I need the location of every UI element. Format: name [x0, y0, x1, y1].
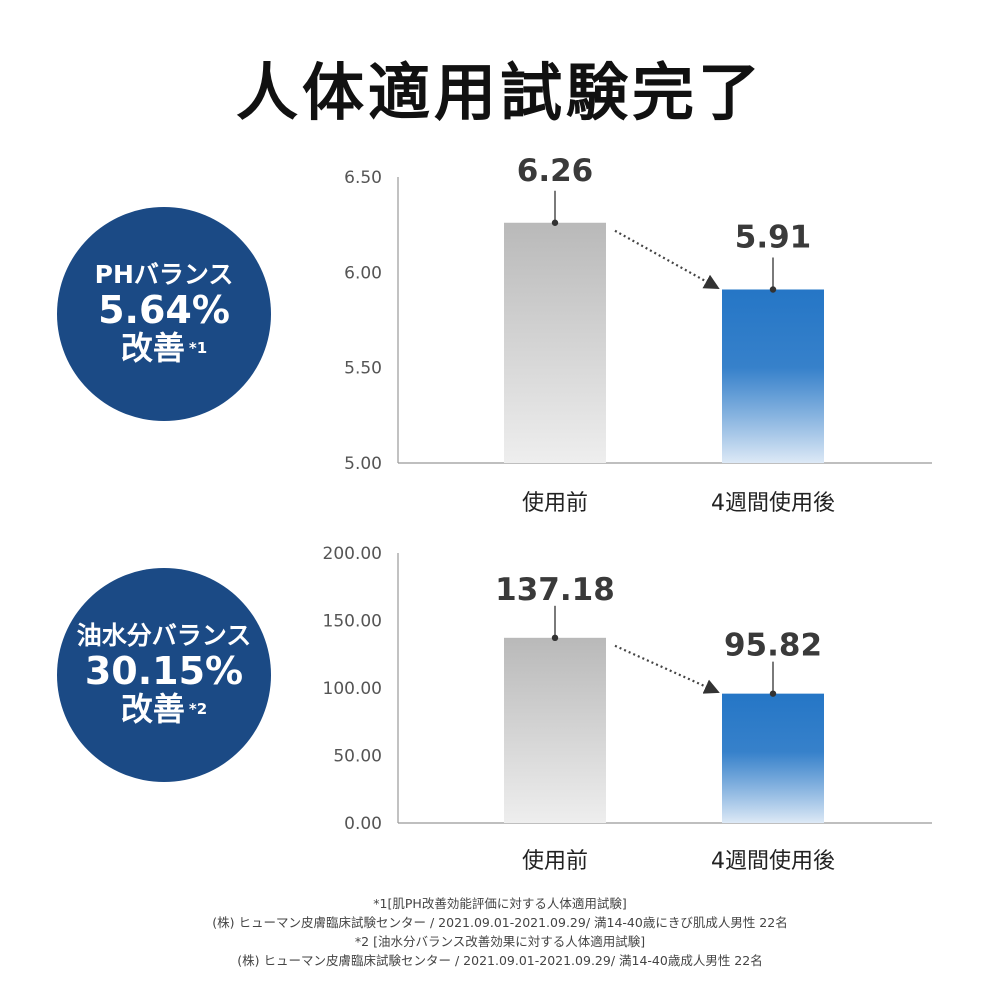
data-point: [769, 690, 777, 697]
data-label: 5.91: [735, 219, 812, 255]
badge-improve-row: 改善 *1: [120, 329, 208, 368]
data-label: 6.26: [517, 153, 594, 189]
footnotes: *1[肌PH改善効能評価に対する人体適用試験] (株) ヒューマン皮膚臨床試験セ…: [0, 894, 1000, 970]
y-tick-label: 200.00: [323, 544, 382, 564]
data-point: [769, 286, 777, 293]
y-tick-label: 50.00: [333, 747, 382, 767]
data-label: 137.18: [495, 572, 615, 608]
y-tick-label: 0.00: [344, 814, 382, 834]
data-label: 95.82: [724, 628, 822, 664]
footnote-line: (株) ヒューマン皮膚臨床試験センター / 2021.09.01-2021.09…: [237, 953, 763, 968]
data-point: [551, 634, 559, 642]
page-title: 人体適用試験完了: [235, 56, 764, 129]
badge-improve-row: 改善 *2: [120, 690, 208, 729]
badge-improve: 改善: [120, 329, 185, 368]
decrease-arrow: [614, 644, 720, 694]
category-label: 使用前: [522, 491, 588, 516]
badge-value: 5.64%: [98, 287, 230, 332]
bar-before: [504, 222, 606, 463]
y-tick-label: 150.00: [323, 612, 382, 632]
y-tick-label: 5.00: [344, 454, 382, 474]
y-tick-label: 100.00: [323, 679, 382, 699]
badge-value: 30.15%: [84, 648, 244, 693]
footnote-line: *2 [油水分バランス改善効果に対する人体適用試験]: [354, 934, 646, 949]
badge-note: *2: [188, 700, 208, 719]
footnote-line: *1[肌PH改善効能評価に対する人体適用試験]: [373, 896, 627, 911]
oil-water-balance-badge: 油水分バランス 30.15% 改善 *2: [57, 568, 271, 782]
y-tick-label: 5.50: [344, 359, 382, 379]
badge-label: 油水分バランス: [76, 620, 252, 650]
badge-improve: 改善: [120, 690, 185, 729]
y-tick-label: 6.00: [344, 263, 382, 283]
data-point: [551, 219, 559, 226]
footnote-line: (株) ヒューマン皮膚臨床試験センター / 2021.09.01-2021.09…: [212, 915, 788, 930]
y-tick-label: 6.50: [344, 168, 382, 188]
badge-note: *1: [188, 339, 208, 358]
bar-before: [504, 637, 606, 823]
category-label: 4週間使用後: [711, 491, 835, 516]
category-label: 使用前: [522, 849, 588, 874]
bar-after: [722, 289, 824, 463]
badge-label: PHバランス: [94, 259, 234, 289]
category-label: 4週間使用後: [711, 849, 835, 874]
bar-after: [722, 693, 824, 823]
ph-balance-badge: PHバランス 5.64% 改善 *1: [57, 207, 271, 421]
